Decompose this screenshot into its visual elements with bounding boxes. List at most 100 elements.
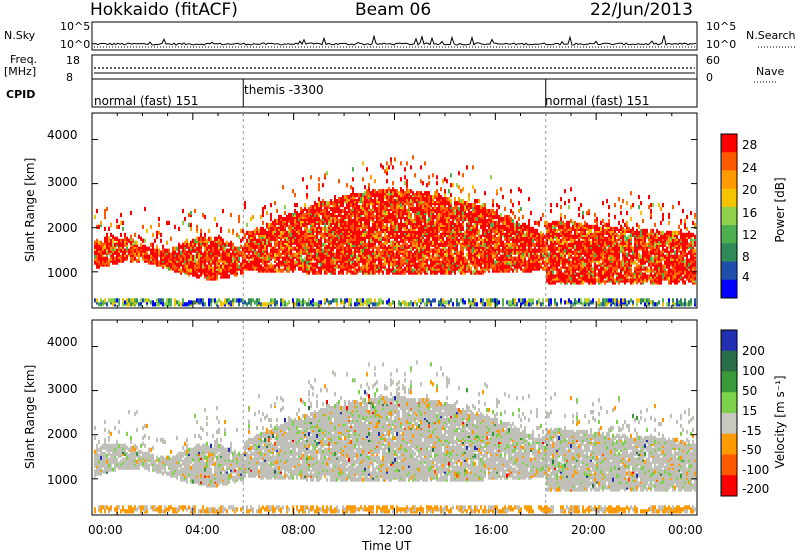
power-cell bbox=[200, 229, 202, 233]
power-cell bbox=[358, 205, 360, 209]
power-cell bbox=[432, 298, 434, 302]
power-cell bbox=[348, 201, 350, 205]
power-cell bbox=[408, 197, 410, 201]
power-cell bbox=[336, 223, 338, 227]
power-cell bbox=[100, 298, 102, 302]
power-cell bbox=[406, 179, 408, 183]
power-cell bbox=[366, 243, 368, 247]
power-cell bbox=[280, 261, 282, 265]
power-cell bbox=[322, 227, 324, 231]
power-cell bbox=[252, 245, 254, 249]
power-cell bbox=[370, 298, 372, 302]
power-cell bbox=[268, 243, 270, 247]
power-cell bbox=[352, 271, 354, 275]
power-cell bbox=[288, 225, 290, 229]
power-cell bbox=[364, 251, 366, 255]
power-cell bbox=[180, 269, 182, 273]
power-cell bbox=[462, 298, 464, 302]
power-cell bbox=[304, 243, 306, 247]
power-cell bbox=[476, 199, 478, 203]
power-cell bbox=[438, 300, 440, 304]
power-cell bbox=[432, 173, 434, 177]
power-cell bbox=[430, 249, 432, 253]
power-cell bbox=[316, 211, 318, 215]
power-cell bbox=[428, 191, 430, 195]
power-cell bbox=[472, 261, 474, 265]
power-cell bbox=[382, 263, 384, 267]
power-cell bbox=[228, 259, 230, 263]
power-cell bbox=[210, 298, 212, 302]
power-cell bbox=[228, 229, 230, 233]
power-cell bbox=[466, 223, 468, 227]
power-cell bbox=[224, 298, 226, 302]
power-cell bbox=[424, 191, 426, 195]
power-cell bbox=[470, 267, 472, 271]
power-cell bbox=[304, 207, 306, 211]
power-cell bbox=[216, 249, 218, 253]
power-cell bbox=[498, 300, 500, 304]
power-cell bbox=[264, 229, 266, 233]
power-cell bbox=[400, 211, 402, 215]
power-cell bbox=[436, 175, 438, 179]
power-cell bbox=[444, 207, 446, 211]
power-cell bbox=[302, 231, 304, 235]
power-cell bbox=[382, 165, 384, 169]
power-cell bbox=[154, 261, 156, 265]
power-cell bbox=[246, 231, 248, 235]
power-cell bbox=[344, 247, 346, 251]
power-cell bbox=[518, 255, 520, 259]
power-cell bbox=[334, 203, 336, 207]
power-cell bbox=[434, 243, 436, 247]
power-cell bbox=[134, 298, 136, 302]
power-cell bbox=[166, 255, 168, 259]
power-cell bbox=[112, 235, 114, 239]
power-cell bbox=[440, 201, 442, 205]
power-cell bbox=[244, 300, 246, 304]
power-cell bbox=[104, 251, 106, 255]
power-cell bbox=[450, 215, 452, 219]
power-cell bbox=[414, 263, 416, 267]
power-cell bbox=[378, 207, 380, 211]
power-cell bbox=[396, 243, 398, 247]
power-cell bbox=[504, 233, 506, 237]
power-cell bbox=[448, 263, 450, 267]
power-cell bbox=[250, 255, 252, 259]
power-cell bbox=[314, 227, 316, 231]
power-cell bbox=[350, 237, 352, 241]
power-cell bbox=[248, 298, 250, 302]
power-cell bbox=[384, 225, 386, 229]
power-cell bbox=[328, 237, 330, 241]
power-cell bbox=[416, 221, 418, 225]
power-cell bbox=[398, 251, 400, 255]
power-cell bbox=[336, 249, 338, 253]
power-cell bbox=[316, 215, 318, 219]
power-cell bbox=[370, 263, 372, 267]
power-cell bbox=[168, 249, 170, 253]
power-cell bbox=[246, 223, 248, 227]
power-cell bbox=[448, 255, 450, 259]
power-cell bbox=[156, 231, 158, 235]
power-cell bbox=[512, 257, 514, 261]
power-cell bbox=[206, 259, 208, 263]
power-cell bbox=[276, 219, 278, 223]
power-cell bbox=[210, 237, 212, 241]
power-cell bbox=[288, 267, 290, 271]
power-cell bbox=[114, 237, 116, 241]
power-cell bbox=[498, 257, 500, 261]
power-cell bbox=[380, 255, 382, 259]
power-cell bbox=[330, 213, 332, 217]
power-cell bbox=[402, 215, 404, 219]
power-cell bbox=[252, 251, 254, 255]
power-cell bbox=[356, 302, 358, 306]
power-cell bbox=[370, 227, 372, 231]
power-cell bbox=[472, 298, 474, 302]
power-cell bbox=[410, 221, 412, 225]
power-cell bbox=[280, 269, 282, 273]
power-cell bbox=[488, 257, 490, 261]
power-cell bbox=[442, 298, 444, 302]
power-cell bbox=[176, 253, 178, 257]
power-cell bbox=[250, 231, 252, 235]
power-cell bbox=[382, 237, 384, 241]
power-cell bbox=[286, 215, 288, 219]
